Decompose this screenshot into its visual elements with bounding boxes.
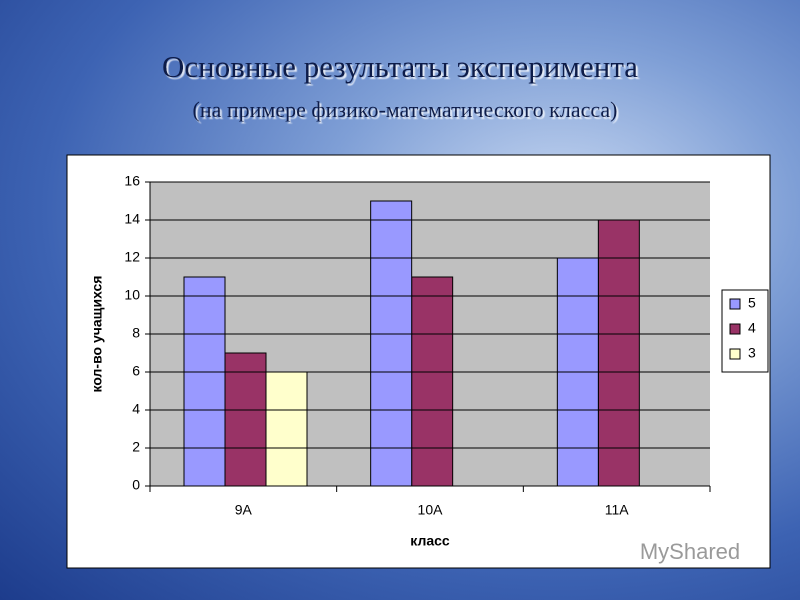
legend-label: 5 xyxy=(748,295,756,311)
chart-subtitle: (на примере физико-математического класс… xyxy=(193,97,618,122)
y-axis-label: кол-во учащихся xyxy=(89,276,105,393)
legend-label: 3 xyxy=(748,345,756,361)
y-tick-label: 2 xyxy=(132,439,140,455)
legend-swatch xyxy=(729,348,741,360)
bar xyxy=(183,276,226,487)
legend-label: 4 xyxy=(748,320,756,336)
y-tick-label: 14 xyxy=(124,211,140,227)
y-tick-label: 12 xyxy=(124,249,140,265)
bar xyxy=(370,200,413,487)
legend xyxy=(721,289,769,373)
legend-swatch xyxy=(729,323,741,335)
x-axis-label: класс xyxy=(410,533,450,549)
watermark: MyShared xyxy=(640,539,740,564)
y-tick-label: 6 xyxy=(132,363,140,379)
bar xyxy=(265,371,308,487)
bar xyxy=(597,219,640,487)
y-tick-label: 8 xyxy=(132,325,140,341)
bar xyxy=(224,352,267,487)
x-tick-label: 10А xyxy=(418,502,444,518)
chart-title: Основные результаты эксперимента xyxy=(162,49,638,84)
y-tick-label: 4 xyxy=(132,401,140,417)
bar xyxy=(411,276,454,487)
y-tick-label: 10 xyxy=(124,287,140,303)
y-tick-label: 16 xyxy=(124,173,140,189)
y-tick-label: 0 xyxy=(132,477,140,493)
legend-swatch xyxy=(729,298,741,310)
x-tick-label: 9А xyxy=(235,502,253,518)
x-tick-label: 11А xyxy=(605,502,630,518)
